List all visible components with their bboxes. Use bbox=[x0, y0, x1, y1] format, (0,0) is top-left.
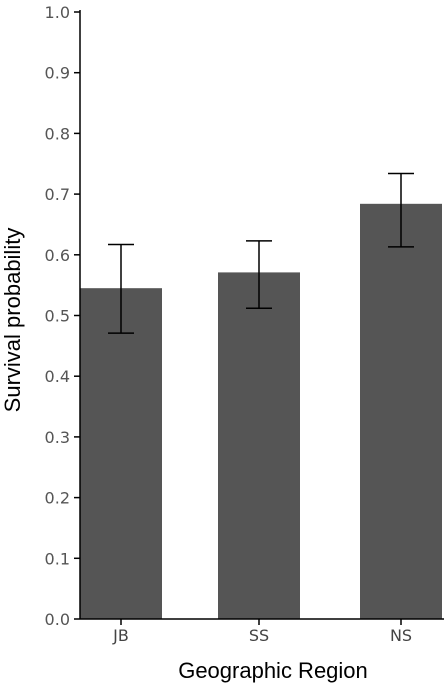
x-tick-label: SS bbox=[249, 626, 269, 645]
y-axis-title: Survival probability bbox=[0, 228, 25, 413]
y-tick-label: 0.8 bbox=[45, 124, 70, 143]
error-bars-group bbox=[108, 172, 414, 334]
bar-ss bbox=[218, 272, 300, 619]
y-tick-label: 0.1 bbox=[45, 549, 70, 568]
bar-jb bbox=[80, 288, 162, 619]
x-tick-label: JB bbox=[112, 626, 129, 645]
y-tick-label: 0.7 bbox=[45, 185, 70, 204]
y-tick-label: 0.9 bbox=[45, 64, 70, 83]
y-tick-label: 0.2 bbox=[45, 489, 70, 508]
y-tick-label: 0.0 bbox=[45, 610, 70, 629]
x-ticks-group: JB SS NS bbox=[112, 619, 412, 645]
y-ticks-group: 0.0 0.1 0.2 0.3 0.4 0.5 0.6 0.7 0.8 0.9 1.0 bbox=[45, 3, 80, 629]
y-tick-label: 0.3 bbox=[45, 428, 70, 447]
y-tick-label: 0.6 bbox=[45, 246, 70, 265]
bars-group bbox=[80, 203, 442, 619]
bar-ns bbox=[360, 203, 442, 619]
y-tick-label: 1.0 bbox=[45, 3, 70, 22]
y-tick-label: 0.4 bbox=[45, 367, 70, 386]
x-axis-title: Geographic Region bbox=[178, 658, 368, 683]
y-tick-label: 0.5 bbox=[45, 307, 70, 326]
x-tick-label: NS bbox=[390, 626, 412, 645]
axes-group bbox=[79, 10, 444, 620]
